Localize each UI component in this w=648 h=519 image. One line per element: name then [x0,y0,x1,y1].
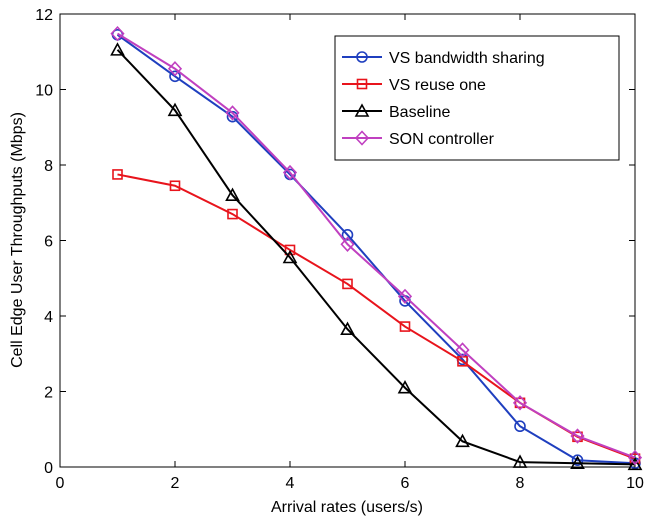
data-point [282,249,298,264]
data-point [169,180,181,192]
data-point [399,321,411,332]
x-tick-label: 10 [626,475,644,492]
data-point [571,454,584,467]
legend-label: SON controller [389,131,495,148]
axis-ticks [59,13,636,468]
data-point [397,380,413,394]
y-tick-label: 2 [44,385,53,402]
series-3 [110,25,643,466]
y-tick-label: 10 [35,83,53,100]
y-axis-title: Cell Edge User Throughputs (Mbps) [9,112,26,368]
legend-label: Baseline [389,104,450,121]
legend-marker [354,130,370,146]
data-point [627,449,643,466]
series-line [116,33,636,465]
data-point [112,169,123,180]
x-tick-label: 2 [171,475,180,492]
y-tick-label: 8 [44,158,53,175]
data-point [455,342,470,358]
data-point [225,105,240,121]
data-point [512,454,528,468]
legend-marker [354,103,370,117]
x-axis-title: Arrival rates (users/s) [271,499,423,516]
series-line [116,49,636,466]
tick-labels: 0 2 4 6 8 10 0 2 4 6 8 10 12 [35,7,644,492]
data-point [110,42,125,56]
legend-entry: VS bandwidth sharing [342,50,545,67]
y-tick-label: 12 [35,7,53,24]
data-point [627,456,643,471]
data-point [514,420,526,433]
data-point [570,455,585,470]
data-point [110,25,125,42]
legend-entry: Baseline [342,103,450,121]
series-layer [110,25,643,471]
data-point [341,229,354,241]
data-point [342,278,353,290]
legend-label: VS reuse one [389,77,486,94]
legend: VS bandwidth sharing VS reuse one Baseline… [334,35,620,161]
series-line [116,32,636,459]
data-point [169,70,181,83]
legend-entry: VS reuse one [342,77,486,94]
data-point [225,187,240,201]
data-point [512,395,528,411]
x-tick-label: 4 [286,475,295,492]
legend-label: VS bandwidth sharing [389,50,545,67]
data-point [340,321,355,336]
data-point [514,397,526,409]
data-point [397,288,413,305]
y-tick-label: 6 [44,234,53,251]
series-2 [110,42,643,471]
data-point [340,236,355,252]
x-tick-label: 0 [56,475,65,492]
data-point [167,61,183,77]
data-point [227,208,238,220]
legend-marker [356,51,368,63]
legend-box [334,35,620,161]
legend-entry: SON controller [342,130,495,148]
data-point [284,244,296,256]
data-point [282,164,298,181]
legend-marker [356,78,368,90]
data-point [167,102,183,117]
x-tick-label: 6 [401,475,410,492]
data-point [455,433,470,448]
data-point [570,428,585,444]
x-tick-label: 8 [516,475,525,492]
y-tick-label: 0 [44,460,53,477]
y-tick-label: 4 [44,309,53,326]
